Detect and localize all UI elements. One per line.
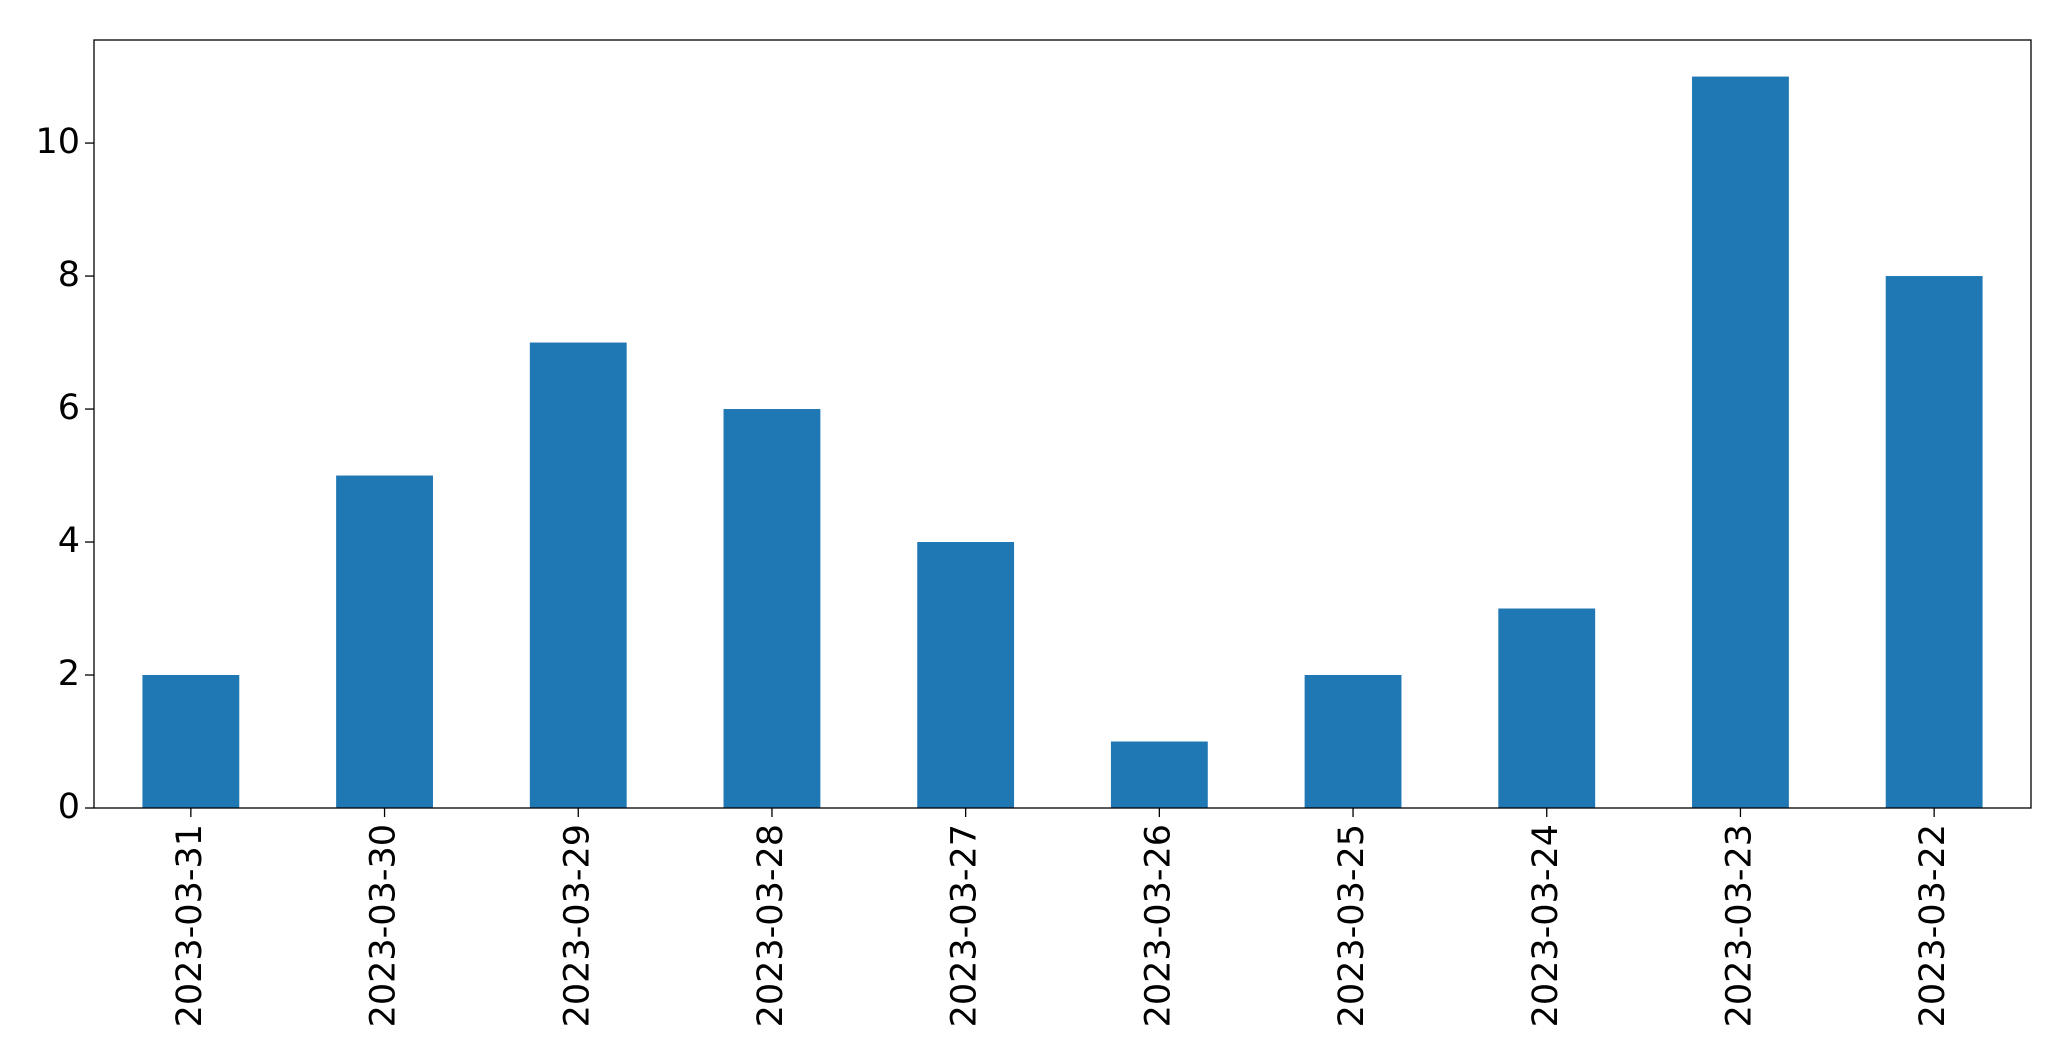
x-tick-label: 2023-03-26 bbox=[1138, 824, 1178, 1027]
x-tick-label: 2023-03-25 bbox=[1332, 824, 1372, 1027]
plot-frame bbox=[93, 39, 2032, 809]
y-tick-label: 0 bbox=[58, 787, 80, 827]
bar bbox=[1885, 276, 1983, 808]
y-tick-label: 2 bbox=[58, 654, 80, 694]
bar bbox=[336, 475, 433, 808]
x-tick-label: 2023-03-23 bbox=[1719, 824, 1759, 1027]
bar bbox=[529, 342, 627, 808]
bar bbox=[1498, 608, 1596, 808]
y-tick-label: 8 bbox=[58, 255, 80, 295]
x-tick-label: 2023-03-29 bbox=[557, 824, 597, 1027]
x-tick-label: 2023-03-31 bbox=[170, 824, 210, 1027]
bar bbox=[1692, 76, 1789, 809]
x-tick-label: 2023-03-22 bbox=[1913, 824, 1953, 1027]
bar bbox=[1110, 741, 1208, 808]
x-tick-label: 2023-03-24 bbox=[1526, 824, 1566, 1027]
y-tick-label: 10 bbox=[35, 122, 80, 162]
y-tick-label: 6 bbox=[58, 388, 80, 428]
bar bbox=[723, 409, 821, 808]
x-tick-label: 2023-03-28 bbox=[751, 824, 791, 1027]
y-tick-label: 4 bbox=[58, 521, 80, 561]
bar bbox=[917, 542, 1015, 808]
bar bbox=[1304, 675, 1402, 808]
x-tick-label: 2023-03-27 bbox=[945, 824, 985, 1027]
bar bbox=[142, 675, 240, 808]
x-tick-label: 2023-03-30 bbox=[364, 824, 404, 1027]
